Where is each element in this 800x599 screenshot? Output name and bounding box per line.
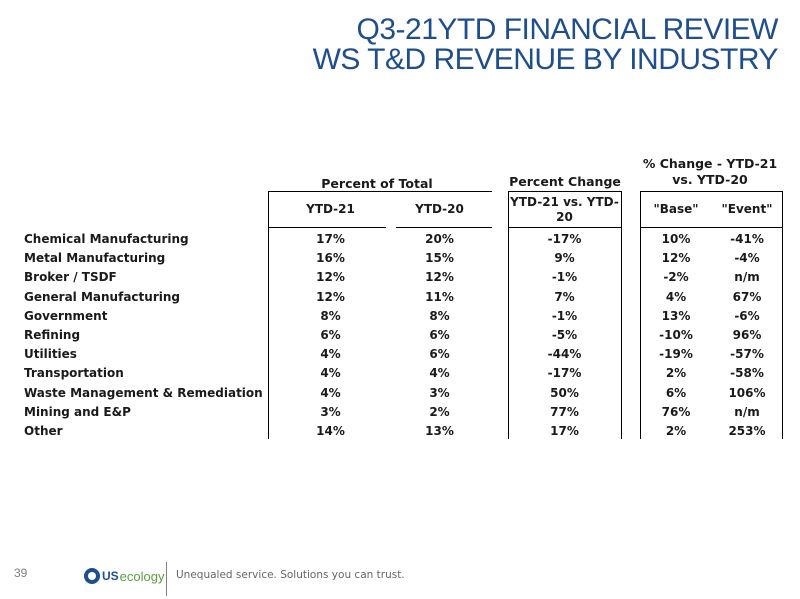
row-label-industry: General Manufacturing <box>24 289 180 304</box>
col-underline-ytd-vs <box>508 227 621 228</box>
cell-ytd20: 8% <box>429 308 450 323</box>
separator-right-of-ytd-vs <box>621 191 622 439</box>
logo-text-us: US <box>102 569 119 583</box>
cell-ytd20: 15% <box>425 251 454 266</box>
row-label-industry: Mining and E&P <box>24 404 131 419</box>
cell-ytd20: 3% <box>429 385 450 400</box>
cell-ytd20: 6% <box>429 328 450 342</box>
slide-title-line2: WS T&D REVENUE BY INDUSTRY <box>312 43 779 76</box>
cell-base: 12% <box>661 251 691 266</box>
cell-base: 2% <box>665 424 687 438</box>
cell-change: 77% <box>550 404 579 419</box>
cell-ytd21: 16% <box>316 251 345 266</box>
cell-base: -2% <box>663 270 689 285</box>
cell-change: -1% <box>551 308 578 323</box>
separator-left-of-ytd-vs <box>508 191 509 439</box>
col-header-ytd21: YTD-21 <box>306 202 355 216</box>
row-label-industry: Other <box>24 424 63 438</box>
cell-base: 2% <box>665 366 687 381</box>
group-header-percent-of-total: Percent of Total <box>321 176 433 191</box>
cell-change: -44% <box>547 347 582 362</box>
header-line-percent-change <box>508 191 621 192</box>
logo-circle-icon <box>84 568 100 584</box>
row-label-industry: Chemical Manufacturing <box>24 232 189 246</box>
col-underline-ytd21 <box>268 227 386 228</box>
separator-left-of-base <box>640 191 641 439</box>
cell-base: -10% <box>659 328 693 342</box>
col-header-event: "Event" <box>721 202 773 216</box>
header-line-pct-change-ytd <box>640 191 783 192</box>
cell-ytd20: 11% <box>425 289 454 304</box>
row-label-industry: Broker / TSDF <box>24 270 117 285</box>
slide-title-line1: Q3-21YTD FINANCIAL REVIEW <box>356 13 779 46</box>
row-label-industry: Refining <box>24 328 81 342</box>
cell-ytd21: 6% <box>320 328 341 342</box>
cell-event: 96% <box>732 328 762 342</box>
cell-base: 6% <box>665 385 687 400</box>
col-header-ytd-vs-line2: 20 <box>556 210 573 224</box>
cell-change: -17% <box>547 232 582 246</box>
cell-ytd20: 4% <box>429 366 450 381</box>
cell-event: -41% <box>730 232 764 246</box>
cell-ytd21: 4% <box>320 347 341 362</box>
cell-base: -19% <box>659 347 693 362</box>
cell-ytd21: 14% <box>316 424 345 438</box>
cell-event: -6% <box>734 308 760 323</box>
cell-event: n/m <box>734 404 760 419</box>
cell-base: 13% <box>661 308 691 323</box>
cell-event: -58% <box>730 366 764 381</box>
cell-ytd20: 6% <box>429 347 450 362</box>
group-header-pct-change-ytd-line1: % Change - YTD-21 <box>642 156 778 171</box>
cell-base: 4% <box>665 289 687 304</box>
cell-change: -5% <box>551 328 578 342</box>
cell-ytd20: 20% <box>425 232 454 246</box>
cell-ytd20: 13% <box>425 424 454 438</box>
cell-event: 106% <box>728 385 766 400</box>
cell-ytd21: 12% <box>316 270 345 285</box>
row-label-industry: Government <box>24 308 108 323</box>
col-header-ytd-vs-line1: YTD-21 vs. YTD- <box>510 195 619 209</box>
cell-ytd20: 2% <box>429 404 450 419</box>
cell-change: 17% <box>550 424 579 438</box>
footer-tagline: Unequaled service. Solutions you can tru… <box>176 569 405 581</box>
footer-divider <box>166 562 167 596</box>
col-underline-ytd20 <box>396 227 492 228</box>
cell-change: 9% <box>554 251 575 266</box>
cell-event: n/m <box>734 270 760 285</box>
cell-event: 67% <box>732 289 762 304</box>
row-label-industry: Waste Management & Remediation <box>24 385 263 400</box>
cell-ytd21: 8% <box>320 308 341 323</box>
cell-base: 10% <box>661 232 691 246</box>
cell-ytd21: 12% <box>316 289 345 304</box>
header-line-percent-of-total <box>268 191 492 192</box>
cell-ytd21: 17% <box>316 232 345 246</box>
group-header-pct-change-ytd-line2: vs. YTD-20 <box>672 172 748 187</box>
row-label-industry: Metal Manufacturing <box>24 251 166 266</box>
separator-right-of-event <box>782 191 783 439</box>
cell-change: 7% <box>554 289 575 304</box>
col-header-base: "Base" <box>653 202 699 216</box>
cell-change: -1% <box>551 270 578 285</box>
cell-change: 50% <box>550 385 579 400</box>
page-number: 39 <box>14 566 28 580</box>
separator-left-of-ytd21 <box>268 191 269 439</box>
cell-change: -17% <box>547 366 582 381</box>
col-underline-pct-change-ytd <box>640 227 783 228</box>
us-ecology-logo: US ecology <box>84 563 164 589</box>
col-header-ytd20: YTD-20 <box>415 202 464 216</box>
cell-event: -4% <box>734 251 760 266</box>
cell-ytd21: 3% <box>320 404 341 419</box>
cell-ytd21: 4% <box>320 385 341 400</box>
logo-text-ecology: ecology <box>119 568 165 584</box>
cell-base: 76% <box>661 404 691 419</box>
cell-ytd20: 12% <box>425 270 454 285</box>
row-label-industry: Transportation <box>24 366 124 381</box>
cell-event: -57% <box>730 347 764 362</box>
row-label-industry: Utilities <box>24 347 77 362</box>
group-header-percent-change: Percent Change <box>509 174 621 189</box>
cell-ytd21: 4% <box>320 366 341 381</box>
cell-event: 253% <box>728 424 766 438</box>
